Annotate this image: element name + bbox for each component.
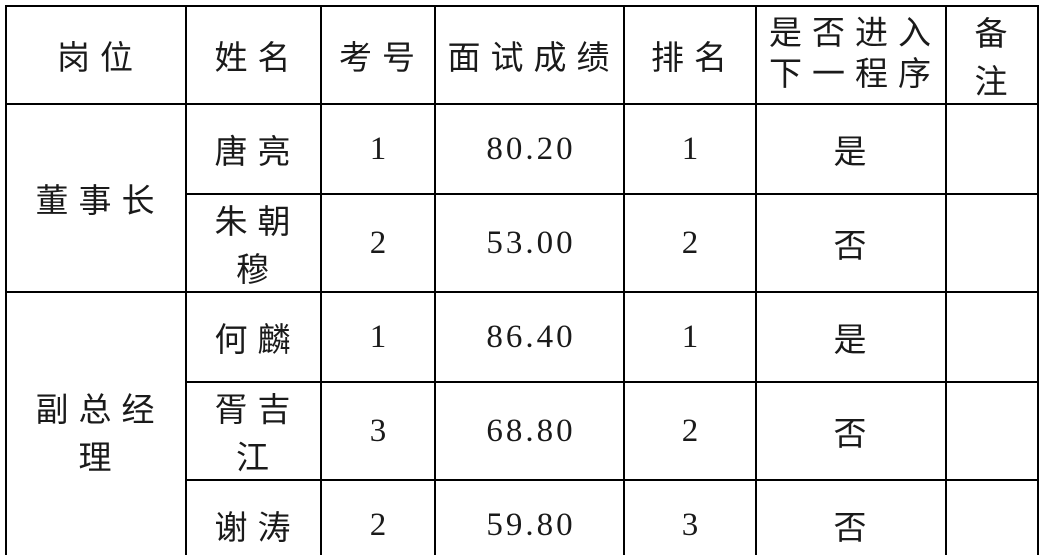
- cell-rank: 2: [623, 193, 757, 293]
- cell-exam-no: 1: [320, 103, 436, 195]
- cell-remark: [945, 103, 1039, 195]
- cell-next-step: 是: [755, 291, 947, 383]
- cell-next-step: 是: [755, 103, 947, 195]
- column-header-position: 岗位: [5, 5, 187, 105]
- cell-score: 53.00: [434, 193, 625, 293]
- cell-position-deputy-gm: 副总经理: [5, 291, 187, 555]
- column-header-name: 姓名: [185, 5, 322, 105]
- cell-remark: [945, 381, 1039, 481]
- table-row: 谢涛 2 59.80 3 否: [6, 479, 1039, 555]
- cell-score: 80.20: [434, 103, 625, 195]
- column-header-next-step: 是否进入 下一程序: [755, 5, 947, 105]
- cell-name: 何麟: [185, 291, 322, 383]
- table-row: 胥吉江 3 68.80 2 否: [6, 381, 1039, 481]
- cell-exam-no: 1: [320, 291, 436, 383]
- next-step-header-line2: 下一程序: [769, 57, 941, 93]
- cell-name: 朱朝穆: [185, 193, 322, 293]
- cell-position-chairman: 董事长: [5, 103, 187, 293]
- cell-next-step: 否: [755, 381, 947, 481]
- cell-remark: [945, 193, 1039, 293]
- table-row: 朱朝穆 2 53.00 2 否: [6, 193, 1039, 293]
- cell-exam-no: 2: [320, 479, 436, 555]
- cell-remark: [945, 291, 1039, 383]
- cell-rank: 1: [623, 291, 757, 383]
- cell-name: 唐亮: [185, 103, 322, 195]
- column-header-remark: 备注: [945, 5, 1039, 105]
- cell-name: 胥吉江: [185, 381, 322, 481]
- cell-rank: 1: [623, 103, 757, 195]
- cell-next-step: 否: [755, 193, 947, 293]
- cell-exam-no: 3: [320, 381, 436, 481]
- cell-rank: 3: [623, 479, 757, 555]
- cell-name: 谢涛: [185, 479, 322, 555]
- cell-next-step: 否: [755, 479, 947, 555]
- column-header-score: 面试成绩: [434, 5, 625, 105]
- column-header-exam-no: 考号: [320, 5, 436, 105]
- cell-exam-no: 2: [320, 193, 436, 293]
- header-row: 岗位 姓名 考号 面试成绩 排名 是否进入 下一程序 备注: [5, 5, 1039, 105]
- table-row: 董事长 唐亮 1 80.20 1 是: [5, 103, 1039, 293]
- cell-rank: 2: [623, 381, 757, 481]
- cell-score: 86.40: [434, 291, 625, 383]
- column-header-rank: 排名: [623, 5, 757, 105]
- cell-score: 59.80: [434, 479, 625, 555]
- interview-results-table: 岗位 姓名 考号 面试成绩 排名 是否进入 下一程序 备注 董事长 唐亮 1 8…: [5, 5, 1039, 555]
- cell-score: 68.80: [434, 381, 625, 481]
- cell-remark: [945, 479, 1039, 555]
- next-step-header-line1: 是否进入: [769, 15, 941, 52]
- table-row: 副总经理 何麟 1 86.40 1 是: [5, 291, 1039, 555]
